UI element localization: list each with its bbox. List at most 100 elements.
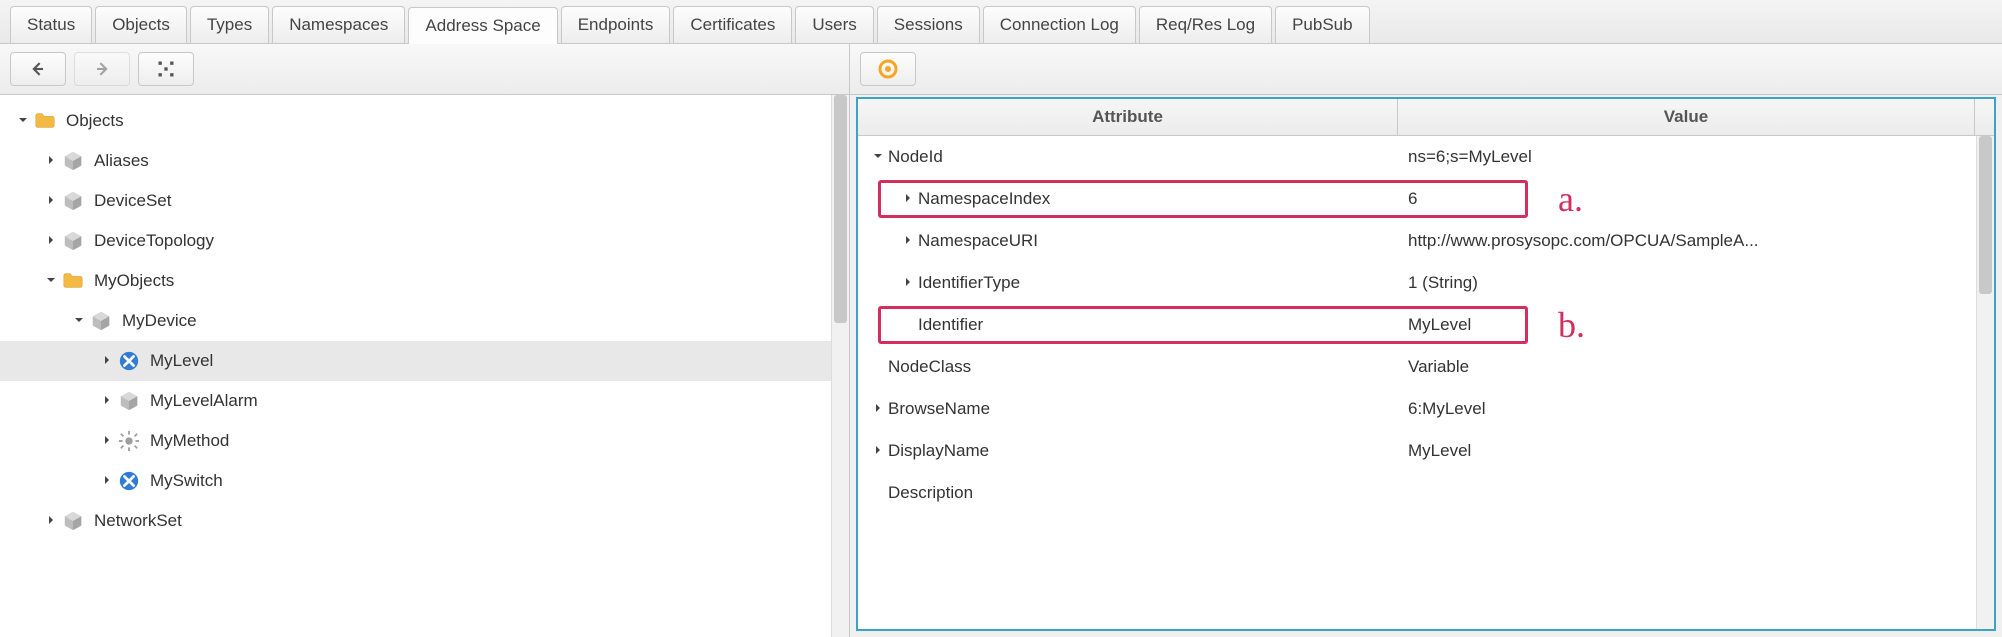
attribute-row[interactable]: IdentifierMyLevel (858, 304, 1976, 346)
tab-status[interactable]: Status (10, 6, 92, 43)
tree-node[interactable]: MyLevelAlarm (0, 381, 831, 421)
attribute-name: DisplayName (888, 441, 989, 461)
expand-toggle[interactable] (98, 433, 116, 449)
tab-users[interactable]: Users (795, 6, 873, 43)
tree-node[interactable]: DeviceTopology (0, 221, 831, 261)
expand-toggle[interactable] (868, 443, 888, 459)
nav-forward-button[interactable] (74, 52, 130, 86)
tab-bar: StatusObjectsTypesNamespacesAddress Spac… (0, 0, 2002, 44)
attribute-row[interactable]: NamespaceIndex 6 (858, 178, 1976, 220)
tab-address-space[interactable]: Address Space (408, 7, 557, 44)
attribute-row[interactable]: NodeIdns=6;s=MyLevel (858, 136, 1976, 178)
tree-scroll-thumb[interactable] (834, 95, 847, 323)
attribute-value: Variable (1408, 357, 1469, 376)
attribute-row[interactable]: NodeClass Variable (858, 346, 1976, 388)
attribute-body: NodeIdns=6;s=MyLevelNamespaceIndex6Names… (858, 136, 1994, 629)
tab-types[interactable]: Types (190, 6, 269, 43)
attribute-name: NodeClass (888, 357, 971, 377)
tab-connection-log[interactable]: Connection Log (983, 6, 1136, 43)
folder-icon (60, 269, 86, 293)
address-space-tree[interactable]: Objects Aliases DeviceSet DeviceTopology MyO… (0, 95, 831, 637)
tab-sessions[interactable]: Sessions (877, 6, 980, 43)
attribute-value: ns=6;s=MyLevel (1408, 147, 1532, 166)
gear-icon (116, 429, 142, 453)
attribute-value: 1 (String) (1408, 273, 1478, 292)
expand-toggle[interactable] (14, 113, 32, 129)
refresh-icon (876, 57, 900, 81)
expand-toggle[interactable] (70, 313, 88, 329)
tree-node-label: DeviceTopology (94, 231, 214, 251)
expand-toggle[interactable] (42, 273, 60, 289)
tab-endpoints[interactable]: Endpoints (561, 6, 671, 43)
tree-node[interactable]: Objects (0, 101, 831, 141)
expand-toggle[interactable] (868, 401, 888, 417)
tab-pubsub[interactable]: PubSub (1275, 6, 1370, 43)
attribute-name: NamespaceURI (918, 231, 1038, 251)
tree-node-label: MyMethod (150, 431, 229, 451)
content-row: Objects Aliases DeviceSet DeviceTopology MyO… (0, 44, 2002, 637)
tree-node-label: MySwitch (150, 471, 223, 491)
tree-node[interactable]: MyDevice (0, 301, 831, 341)
attribute-toolbar (850, 44, 2002, 95)
tree-node-label: DeviceSet (94, 191, 171, 211)
tree-node[interactable]: MyObjects (0, 261, 831, 301)
cube-icon (60, 189, 86, 213)
expand-toggle[interactable] (42, 153, 60, 169)
attribute-rows[interactable]: NodeIdns=6;s=MyLevelNamespaceIndex6Names… (858, 136, 1976, 629)
tree-wrapper: Objects Aliases DeviceSet DeviceTopology MyO… (0, 95, 849, 637)
expand-toggle[interactable] (42, 193, 60, 209)
attribute-scrollbar[interactable] (1976, 136, 1994, 629)
attribute-header-col2[interactable]: Value (1398, 99, 1974, 135)
tree-node[interactable]: NetworkSet (0, 501, 831, 541)
attribute-row[interactable]: NamespaceURI http://www.prosysopc.com/OPC… (858, 220, 1976, 262)
cube-icon (88, 309, 114, 333)
tree-node-label: Objects (66, 111, 124, 131)
tree-node-label: MyObjects (94, 271, 174, 291)
tree-node[interactable]: DeviceSet (0, 181, 831, 221)
attribute-scroll-thumb[interactable] (1979, 136, 1992, 294)
expand-toggle[interactable] (98, 353, 116, 369)
tab-namespaces[interactable]: Namespaces (272, 6, 405, 43)
attribute-row[interactable]: DisplayName MyLevel (858, 430, 1976, 472)
tab-objects[interactable]: Objects (95, 6, 187, 43)
expand-toggle[interactable] (98, 393, 116, 409)
expand-toggle[interactable] (898, 233, 918, 249)
tab-certificates[interactable]: Certificates (673, 6, 792, 43)
left-pane: Objects Aliases DeviceSet DeviceTopology MyO… (0, 44, 850, 637)
fit-view-button[interactable] (138, 52, 194, 86)
attribute-header: Attribute Value (858, 99, 1994, 136)
tree-scrollbar[interactable] (831, 95, 849, 637)
expand-toggle[interactable] (42, 233, 60, 249)
attribute-value: 6 (1408, 189, 1417, 208)
attribute-header-col1[interactable]: Attribute (858, 99, 1398, 135)
arrow-right-icon (92, 59, 112, 79)
attribute-row[interactable]: Description (858, 472, 1976, 514)
tree-node-label: MyLevel (150, 351, 213, 371)
expand-toggle[interactable] (898, 191, 918, 207)
attribute-value: MyLevel (1408, 441, 1471, 460)
app-root: StatusObjectsTypesNamespacesAddress Spac… (0, 0, 2002, 637)
expand-toggle[interactable] (898, 275, 918, 291)
attribute-row[interactable]: IdentifierType1 (String) (858, 262, 1976, 304)
tree-node[interactable]: Aliases (0, 141, 831, 181)
attribute-row[interactable]: BrowseName6:MyLevel (858, 388, 1976, 430)
tab-req-res-log[interactable]: Req/Res Log (1139, 6, 1272, 43)
attribute-value: http://www.prosysopc.com/OPCUA/SampleA..… (1408, 231, 1759, 250)
folder-icon (32, 109, 58, 133)
expand-toggle[interactable] (868, 149, 888, 165)
attribute-header-scrollspace (1974, 99, 1994, 135)
fit-screen-icon (156, 59, 176, 79)
tree-node-label: MyLevelAlarm (150, 391, 258, 411)
tree-node[interactable]: MyLevel (0, 341, 831, 381)
nav-back-button[interactable] (10, 52, 66, 86)
attribute-name: NamespaceIndex (918, 189, 1050, 209)
expand-toggle[interactable] (98, 473, 116, 489)
xvar-icon (116, 349, 142, 373)
refresh-button[interactable] (860, 52, 916, 86)
tree-node[interactable]: MyMethod (0, 421, 831, 461)
tree-node[interactable]: MySwitch (0, 461, 831, 501)
right-pane: Attribute Value NodeIdns=6;s=MyLevelName… (850, 44, 2002, 637)
expand-toggle[interactable] (42, 513, 60, 529)
attribute-name: Description (888, 483, 973, 503)
tree-toolbar (0, 44, 849, 95)
